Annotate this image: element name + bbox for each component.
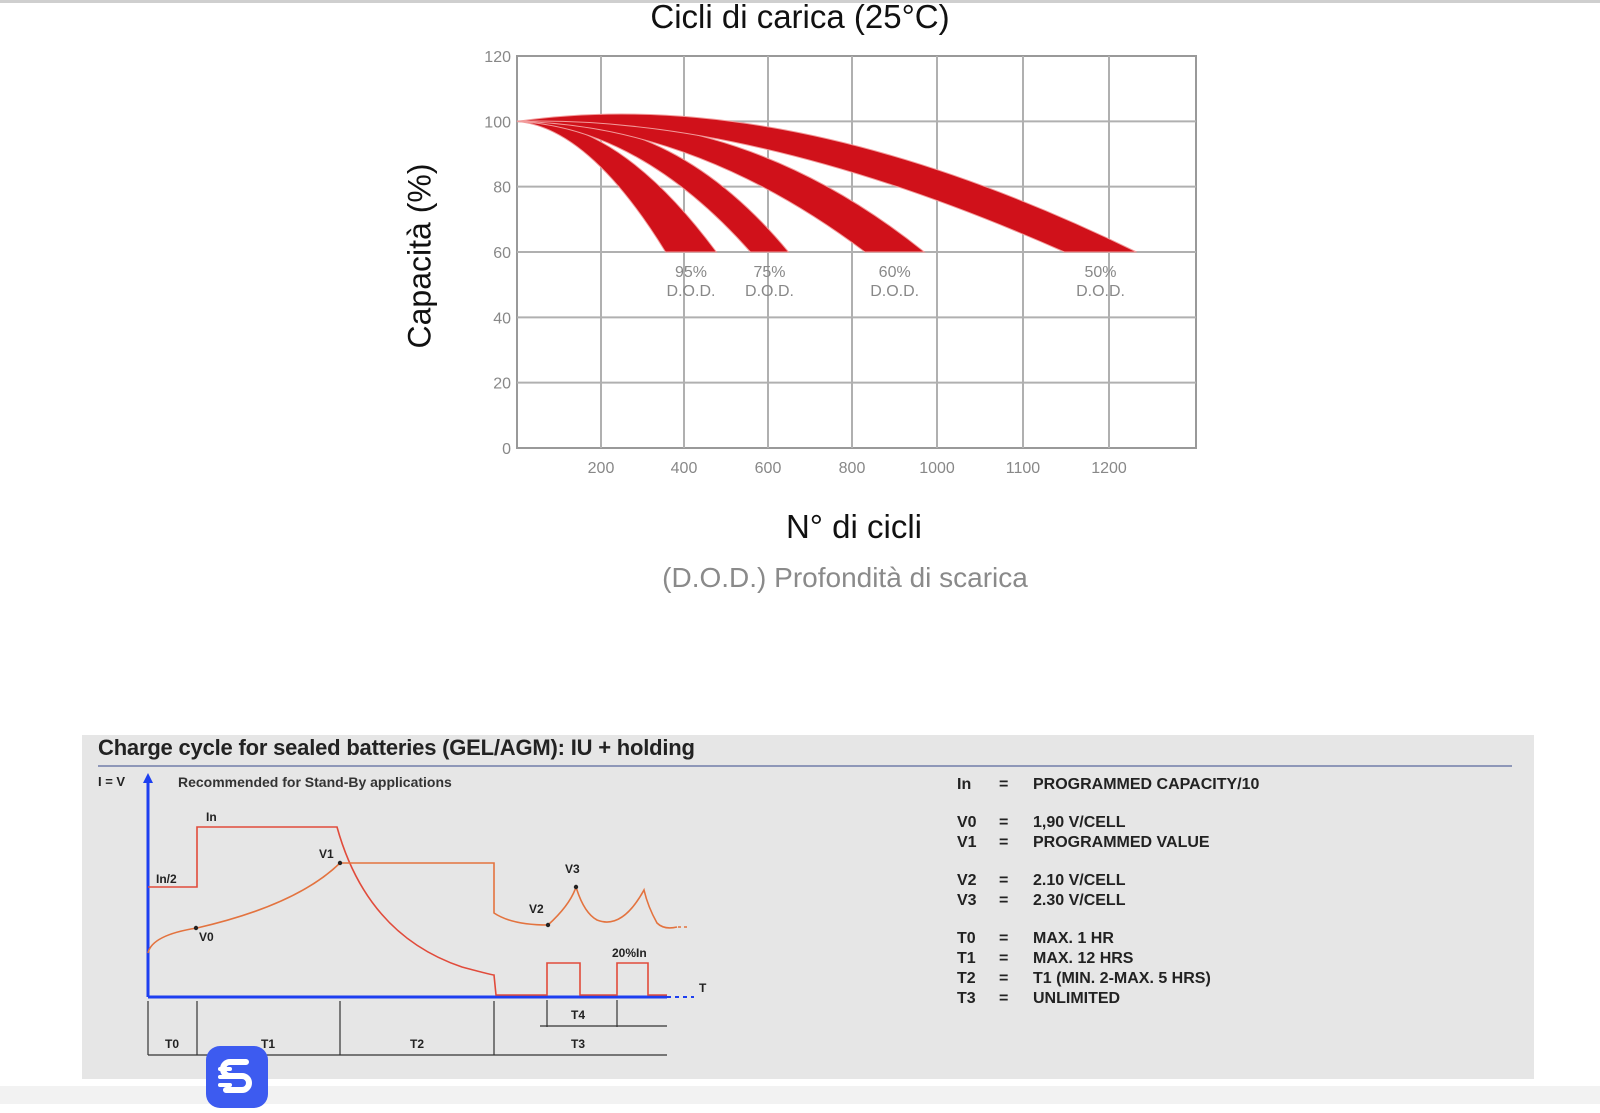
legend-equals: = (999, 834, 1009, 851)
legend-key: T3 (957, 990, 976, 1007)
dod-label-percent: 75% (753, 264, 785, 281)
x-tick-label: 600 (755, 460, 782, 477)
point-marker-0 (193, 925, 199, 931)
legend-equals: = (999, 990, 1009, 1007)
current-curve (148, 826, 667, 996)
legend-equals: = (999, 776, 1009, 793)
charge-cycle-diagram: T In In/2 V0 V1 V2 V3 20%In T4 T0 T1 T2 T3 (143, 773, 707, 1056)
iv-axis-label: I = V (98, 774, 126, 789)
bottom-strip (0, 1086, 1600, 1104)
legend-value: 2.10 V/CELL (1033, 872, 1126, 889)
legend-value: 2.30 V/CELL (1033, 892, 1126, 909)
chart-subtitle: (D.O.D.) Profondità di scarica (662, 562, 1028, 593)
title-underline (98, 765, 1512, 767)
voltage-curve (147, 862, 678, 954)
charge-cycle-title: Charge cycle for sealed batteries (GEL/A… (98, 735, 695, 760)
label-v2: V2 (529, 902, 544, 916)
dod-label-name: D.O.D. (1076, 283, 1125, 300)
t-axis-label: T (699, 981, 707, 995)
legend-value: PROGRAMMED VALUE (1033, 834, 1210, 851)
y-tick-label: 0 (502, 441, 511, 458)
label-in: In (206, 810, 217, 824)
y-tick-label: 120 (484, 49, 511, 66)
x-tick-label: 1000 (919, 460, 955, 477)
label-v0: V0 (199, 930, 214, 944)
label-pulse: 20%In (612, 946, 647, 960)
standby-note: Recommended for Stand-By applications (178, 774, 452, 790)
dod-label-percent: 50% (1085, 264, 1117, 281)
legend-value: T1 (MIN. 2-MAX. 5 HRS) (1033, 970, 1211, 987)
label-v3: V3 (565, 862, 580, 876)
label-t2: T2 (410, 1037, 424, 1051)
dod-label-percent: 95% (675, 264, 707, 281)
x-tick-label: 200 (588, 460, 615, 477)
legend-key: T2 (957, 970, 976, 987)
chart-title: Cicli di carica (25°C) (650, 0, 950, 35)
x-axis-title: N° di cicli (785, 508, 923, 545)
app-logo-icon (206, 1046, 268, 1108)
y-tick-label: 80 (493, 180, 511, 197)
dod-label-name: D.O.D. (870, 283, 919, 300)
legend-equals: = (999, 892, 1009, 909)
y-tick-label: 40 (493, 310, 511, 327)
x-tick-label: 400 (671, 460, 698, 477)
legend-key: V3 (957, 892, 977, 909)
label-t4: T4 (571, 1008, 585, 1022)
legend-equals: = (999, 872, 1009, 889)
chart-subtitle-wrap: (D.O.D.) Profondità di scarica (0, 562, 1600, 594)
legend-value: UNLIMITED (1033, 990, 1121, 1007)
top-border (0, 0, 1600, 3)
x-tick-label: 1200 (1091, 460, 1127, 477)
x-tick-label: 800 (839, 460, 866, 477)
legend-equals: = (999, 950, 1009, 967)
label-t3: T3 (571, 1037, 585, 1051)
dod-band-3 (516, 113, 1137, 253)
label-v1: V1 (319, 847, 334, 861)
legend-equals: = (999, 970, 1009, 987)
legend-key: V0 (957, 814, 977, 831)
capacity-chart: 0 20 40 60 80 100 120 200 400 600 800 1000 1100 1200 9… (484, 49, 1197, 477)
legend-value: MAX. 1 HR (1033, 930, 1114, 947)
label-t0: T0 (165, 1037, 179, 1051)
legend-value: PROGRAMMED CAPACITY/10 (1033, 776, 1260, 793)
y-axis-arrow-icon (143, 773, 153, 783)
legend-key: T0 (957, 930, 976, 947)
charge-cycle-panel: Charge cycle for sealed batteries (GEL/A… (82, 735, 1534, 1079)
legend-key: In (957, 776, 972, 793)
point-marker-3 (573, 884, 579, 890)
y-tick-label: 100 (484, 114, 511, 131)
dod-label-name: D.O.D. (667, 283, 716, 300)
legend-value: MAX. 12 HRS (1033, 950, 1134, 967)
legend-key: T1 (957, 950, 976, 967)
legend-key: V2 (957, 872, 977, 889)
dod-label-name: D.O.D. (745, 283, 794, 300)
x-tick-label: 1100 (1006, 460, 1041, 477)
dod-label-percent: 60% (879, 264, 911, 281)
legend-value: 1,90 V/CELL (1033, 814, 1126, 831)
label-in-half: In/2 (156, 872, 177, 886)
legend-equals: = (999, 814, 1009, 831)
point-marker-2 (545, 922, 551, 928)
legend-equals: = (999, 930, 1009, 947)
x-axis-title-wrap: N° di cicli (0, 508, 1600, 546)
point-marker-1 (337, 860, 343, 866)
y-tick-label: 60 (493, 245, 511, 262)
label-t1: T1 (261, 1037, 275, 1051)
y-tick-label: 20 (493, 376, 511, 393)
legend-key: V1 (957, 834, 977, 851)
